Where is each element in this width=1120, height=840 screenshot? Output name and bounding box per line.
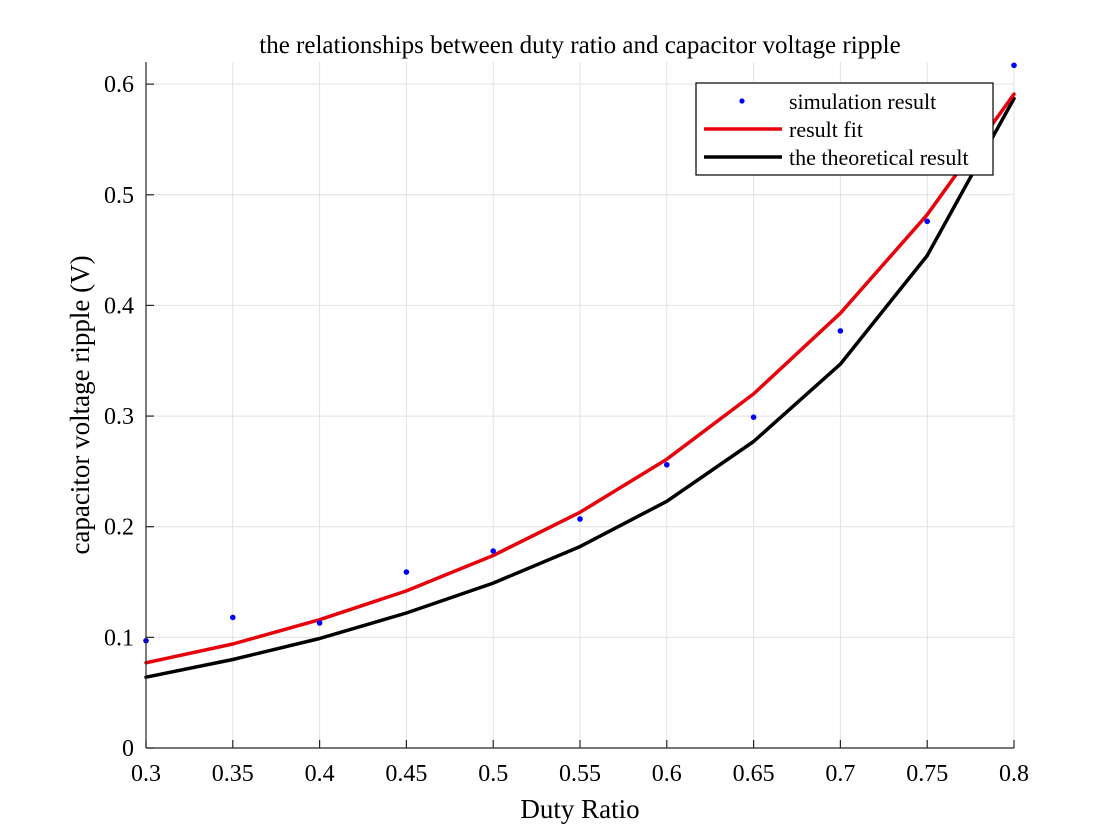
x-tick-label: 0.55 [559,761,601,787]
x-tick-label: 0.75 [906,761,948,787]
y-tick-label: 0.2 [104,515,134,541]
y-tick-label: 0.3 [104,404,134,430]
x-tick-label: 0.7 [825,761,855,787]
simulation-point [837,328,844,334]
simulation-point [750,414,757,420]
legend-label-theoretical: the theoretical result [789,145,969,170]
x-tick-label: 0.65 [733,761,775,787]
y-tick-label: 0.6 [104,72,134,98]
simulation-point [577,516,583,522]
legend: simulation result result fit the theoret… [695,82,994,176]
y-axis-label: capacitor voltage ripple (V) [65,255,95,554]
simulation-point [403,569,410,575]
fit-line [144,92,1016,665]
x-tick-label: 0.35 [212,761,254,787]
simulation-point [490,548,497,554]
simulation-point [316,620,323,626]
simulation-point [664,461,670,468]
x-tick-label: 0.5 [478,761,508,787]
x-tick-label: 0.45 [385,761,427,787]
simulation-point [230,614,236,621]
x-tick-label: 0.4 [305,761,335,787]
grid [146,62,1015,748]
y-tick-label: 0.4 [104,293,134,319]
legend-label-fit: result fit [789,117,863,142]
chart-title: the relationships between duty ratio and… [259,32,900,59]
theoretical-line [144,96,1016,679]
x-tick-label: 0.8 [999,761,1029,787]
simulation-point [1011,62,1017,69]
legend-marker-simulation [739,98,745,104]
legend-label-simulation: simulation result [789,89,936,114]
x-tick-label: 0.3 [131,761,161,787]
series-layer [143,62,1017,679]
ticks: 0.3 0.35 0.4 0.45 0.5 0.55 0.6 0.65 0.7 0.75 0.800… [104,72,1029,787]
simulation-point [924,218,930,225]
y-tick-label: 0 [122,736,134,762]
x-tick-label: 0.6 [652,761,682,787]
x-axis-label: Duty Ratio [520,794,639,824]
y-tick-label: 0.5 [104,183,134,209]
y-tick-label: 0.1 [104,625,134,651]
